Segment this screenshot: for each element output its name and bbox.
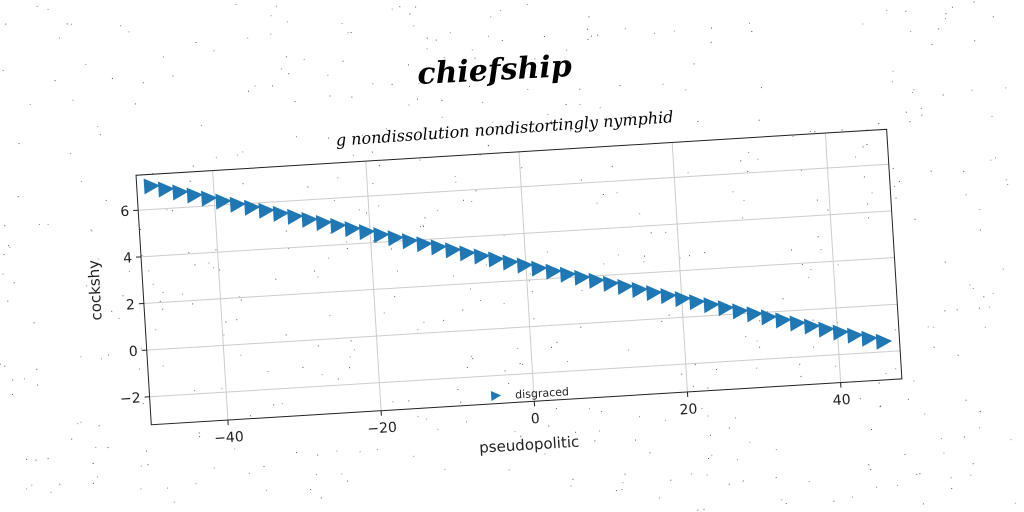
x-axis-label: pseudopolitic [479,433,580,457]
y-gridline [149,350,901,398]
data-point [473,248,491,265]
data-point [516,257,534,274]
y-gridline [138,163,889,211]
x-tick-label: 40 [832,392,851,409]
legend-entry-disgraced: disgraced [515,385,570,401]
data-point [215,193,232,210]
data-point [545,263,563,280]
data-point [373,227,390,244]
data-point [818,321,835,338]
data-point [330,218,347,235]
y-gridline [143,257,895,304]
x-gridline [212,170,229,421]
data-point [875,333,893,350]
data-point [689,294,706,311]
data-point [244,199,261,216]
data-point [143,178,161,195]
data-point [172,184,189,201]
data-point [358,224,376,241]
y-tick-label: 6 [120,204,130,221]
data-point [387,230,405,247]
y-tick-label: 0 [128,344,138,361]
data-point [746,306,764,323]
chart-title: chiefship [416,49,572,92]
x-gridline [824,133,842,383]
data-point [488,251,505,268]
data-point [315,215,333,231]
x-tick-label: 0 [530,411,540,428]
data-point [229,196,247,213]
data-point [445,242,462,259]
y-tick-label: 4 [123,250,133,267]
data-point [157,181,175,198]
data-point [201,190,218,207]
plot-frame [135,128,903,426]
chart-subtitle: g nondissolution nondistortingly nymphid [335,107,674,150]
x-gridline [671,142,688,392]
data-point [301,211,318,228]
data-point [574,269,591,286]
data-point [760,309,778,326]
data-point [861,330,878,347]
data-points [143,178,893,350]
data-point [847,327,864,344]
x-tick-label: −20 [367,420,397,438]
data-point [344,221,362,238]
data-point [502,254,519,271]
data-point [559,266,577,283]
x-gridline [365,161,382,411]
y-gridline [146,303,898,351]
y-gridline [140,210,892,258]
x-gridline [518,151,535,402]
data-point [588,272,606,289]
grid [138,133,901,421]
y-tick-label: 2 [126,297,136,314]
data-point [732,303,749,320]
y-tick-label: −2 [120,390,142,407]
data-point [416,236,433,253]
legend: disgraced [490,385,570,401]
data-point [703,297,720,314]
data-point [602,275,620,292]
data-point [803,318,821,335]
data-point [789,315,807,332]
data-point [401,233,419,250]
x-tick-label: −40 [214,429,244,447]
x-tick-label: 20 [679,401,698,418]
data-point [186,187,204,204]
data-point [832,324,850,341]
data-point [258,202,275,219]
data-point [646,285,663,302]
data-point [272,205,290,222]
data-point [660,288,677,305]
data-point [531,260,548,277]
data-point [674,291,692,308]
data-point [631,282,649,298]
data-point [717,300,735,317]
y-axis-label: cockshy [84,259,105,321]
data-point [775,312,792,329]
data-point [617,278,634,295]
data-point [287,208,304,225]
legend-marker [490,390,502,401]
data-point [459,245,476,262]
data-point [430,239,448,256]
